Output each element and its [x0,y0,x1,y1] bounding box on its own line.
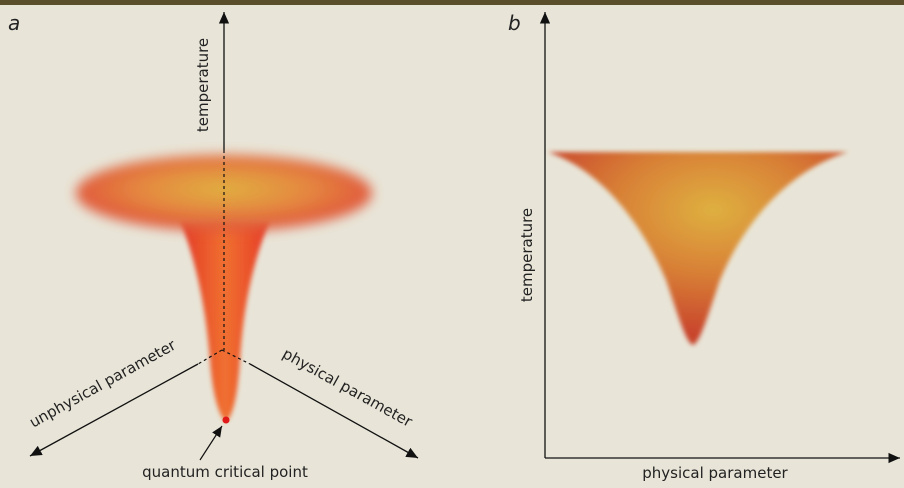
point-label: quantum critical point [142,463,308,481]
panel-label: b [508,11,521,35]
pointer [200,426,222,460]
funnel [180,220,270,422]
axis-label: temperature [194,38,212,132]
critical-point [223,417,230,424]
axis-label: unphysical parameter [26,335,179,431]
axis-label: physical parameter [642,464,788,482]
panel-label: a [8,11,20,35]
figure: a temperature unphysical parameter physi… [0,0,904,484]
top-bar [0,0,904,5]
axis-label: temperature [518,208,536,302]
phase-region [548,152,848,345]
